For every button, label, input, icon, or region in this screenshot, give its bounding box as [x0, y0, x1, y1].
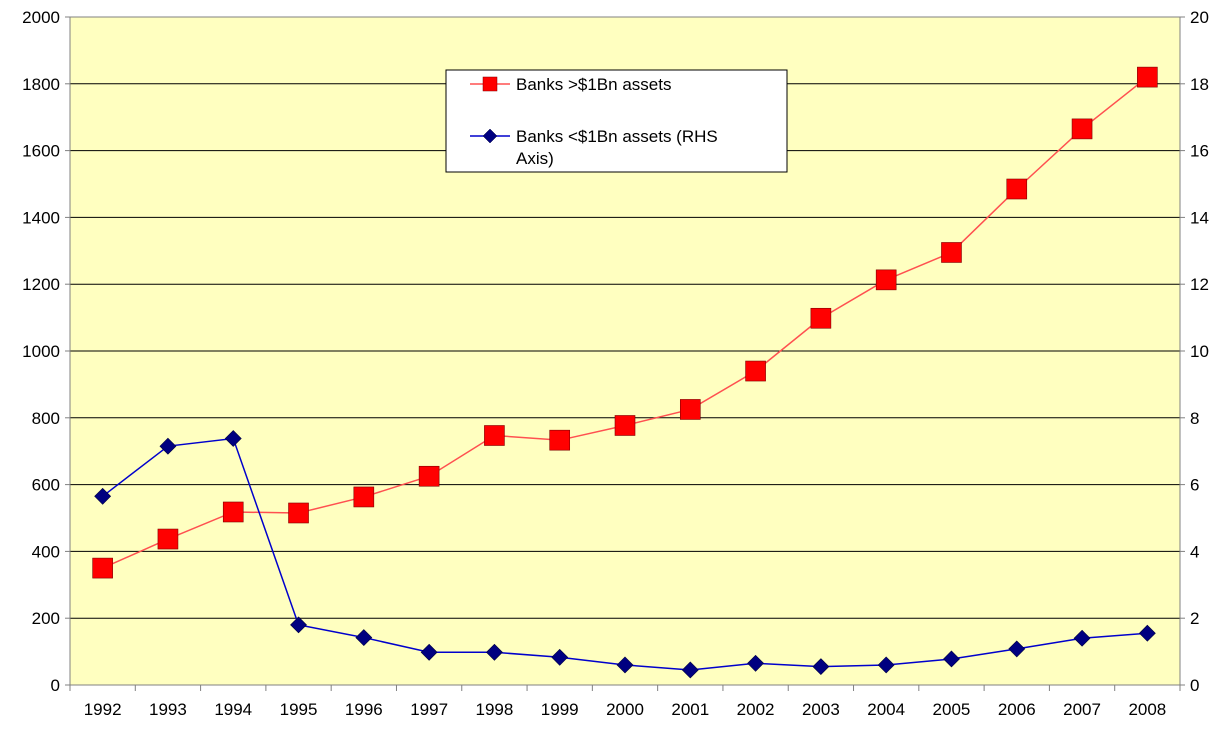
- x-tick-label: 1996: [345, 700, 383, 719]
- x-tick-label: 2004: [867, 700, 905, 719]
- data-point-square-series-1: [157, 528, 179, 550]
- x-tick-label: 2002: [737, 700, 775, 719]
- y-right-tick-label: 0: [1190, 676, 1199, 695]
- legend-box: [445, 69, 788, 173]
- y-left-tick-label: 1800: [22, 75, 60, 94]
- data-point-square-series-1: [1071, 118, 1093, 140]
- y-left-tick-label: 200: [32, 609, 60, 628]
- y-right-tick-label: 14: [1190, 208, 1209, 227]
- x-tick-label: 1998: [475, 700, 513, 719]
- y-right-tick-label: 20: [1190, 8, 1209, 27]
- y-right-tick-label: 12: [1190, 275, 1209, 294]
- legend-marker-diamond-icon: [482, 128, 498, 144]
- y-left-tick-label: 600: [32, 476, 60, 495]
- y-right-tick-label: 2: [1190, 609, 1199, 628]
- data-point-square-series-1: [288, 502, 309, 524]
- data-point-square-series-1: [1006, 178, 1028, 200]
- legend-marker-square-icon: [482, 76, 498, 92]
- data-point-square-series-1: [353, 486, 375, 508]
- data-point-diamond-series-2: [1008, 640, 1026, 658]
- data-point-diamond-series-2: [355, 629, 373, 646]
- x-tick-label: 2008: [1128, 700, 1166, 719]
- data-point-diamond-series-2: [1073, 629, 1091, 647]
- axes: 0 200 400 600 800 1000 1200 1400 1600 1800 2000 0 2 4…: [22, 8, 1209, 719]
- y-right-tick-label: 4: [1190, 542, 1199, 561]
- data-point-diamond-series-2: [877, 656, 895, 674]
- data-point-diamond-series-2: [224, 430, 242, 447]
- data-point-diamond-series-2: [159, 437, 177, 455]
- data-point-diamond-series-2: [290, 616, 307, 634]
- legend-label-series-2-line-1: Banks <$1Bn assets (RHS: [516, 127, 718, 146]
- x-tick-label: 2007: [1063, 700, 1101, 719]
- legend-label-series-1: Banks >$1Bn assets: [516, 75, 671, 94]
- x-tick-label: 1994: [214, 700, 252, 719]
- data-point-square-series-1: [222, 501, 244, 523]
- legend-label-series-2: Banks <$1Bn assets (RHS Axis): [516, 127, 722, 168]
- x-tick-label: 2003: [802, 700, 840, 719]
- legend-label-series-2-line-2: Axis): [516, 149, 554, 168]
- y-right-tick-label: 8: [1190, 409, 1199, 428]
- data-point-square-series-1: [92, 557, 113, 579]
- y-left-tick-label: 1600: [22, 142, 60, 161]
- y-right-tick-label: 18: [1190, 75, 1209, 94]
- data-point-square-series-1: [549, 429, 571, 451]
- y-right-tick-label: 6: [1190, 476, 1199, 495]
- series-layer: [92, 66, 1158, 679]
- y-left-tick-label: 1200: [22, 275, 60, 294]
- y-right-tick-label: 10: [1190, 342, 1209, 361]
- y-right-tick-label: 16: [1190, 142, 1209, 161]
- x-tick-label: 1992: [84, 700, 122, 719]
- x-tick-label: 1995: [280, 700, 318, 719]
- y-left-tick-label: 0: [51, 676, 60, 695]
- data-point-square-series-1: [941, 242, 962, 263]
- y-left-tick-label: 1000: [22, 342, 60, 361]
- data-point-diamond-series-2: [747, 654, 765, 672]
- data-point-square-series-1: [418, 465, 440, 487]
- x-tick-label: 1993: [149, 700, 187, 719]
- y-left-tick-label: 400: [32, 542, 60, 561]
- x-tick-label: 2001: [671, 700, 709, 719]
- legend: Banks >$1Bn assets Banks <$1Bn assets (R…: [445, 69, 788, 173]
- data-point-square-series-1: [679, 399, 701, 420]
- data-point-diamond-series-2: [812, 658, 830, 676]
- data-point-diamond-series-2: [551, 648, 569, 666]
- x-tick-label: 2005: [933, 700, 971, 719]
- data-point-square-series-1: [614, 415, 636, 436]
- x-tick-label: 2000: [606, 700, 644, 719]
- x-tick-label: 1999: [541, 700, 579, 719]
- data-point-diamond-series-2: [420, 643, 438, 661]
- y-left-tick-label: 2000: [22, 8, 60, 27]
- data-point-diamond-series-2: [485, 643, 503, 661]
- y-left-tick-label: 800: [32, 409, 60, 428]
- x-tick-label: 1997: [410, 700, 448, 719]
- data-point-square-series-1: [810, 307, 832, 329]
- data-point-square-series-1: [745, 360, 766, 382]
- data-point-square-series-1: [1137, 66, 1158, 88]
- data-point-diamond-series-2: [1138, 624, 1156, 642]
- data-point-square-series-1: [875, 269, 897, 291]
- x-tick-label: 2006: [998, 700, 1036, 719]
- data-point-square-series-1: [484, 425, 505, 446]
- data-point-diamond-series-2: [616, 656, 634, 674]
- data-point-diamond-series-2: [943, 650, 960, 668]
- data-point-diamond-series-2: [94, 487, 112, 505]
- y-left-tick-label: 1400: [22, 208, 60, 227]
- data-point-diamond-series-2: [681, 661, 699, 679]
